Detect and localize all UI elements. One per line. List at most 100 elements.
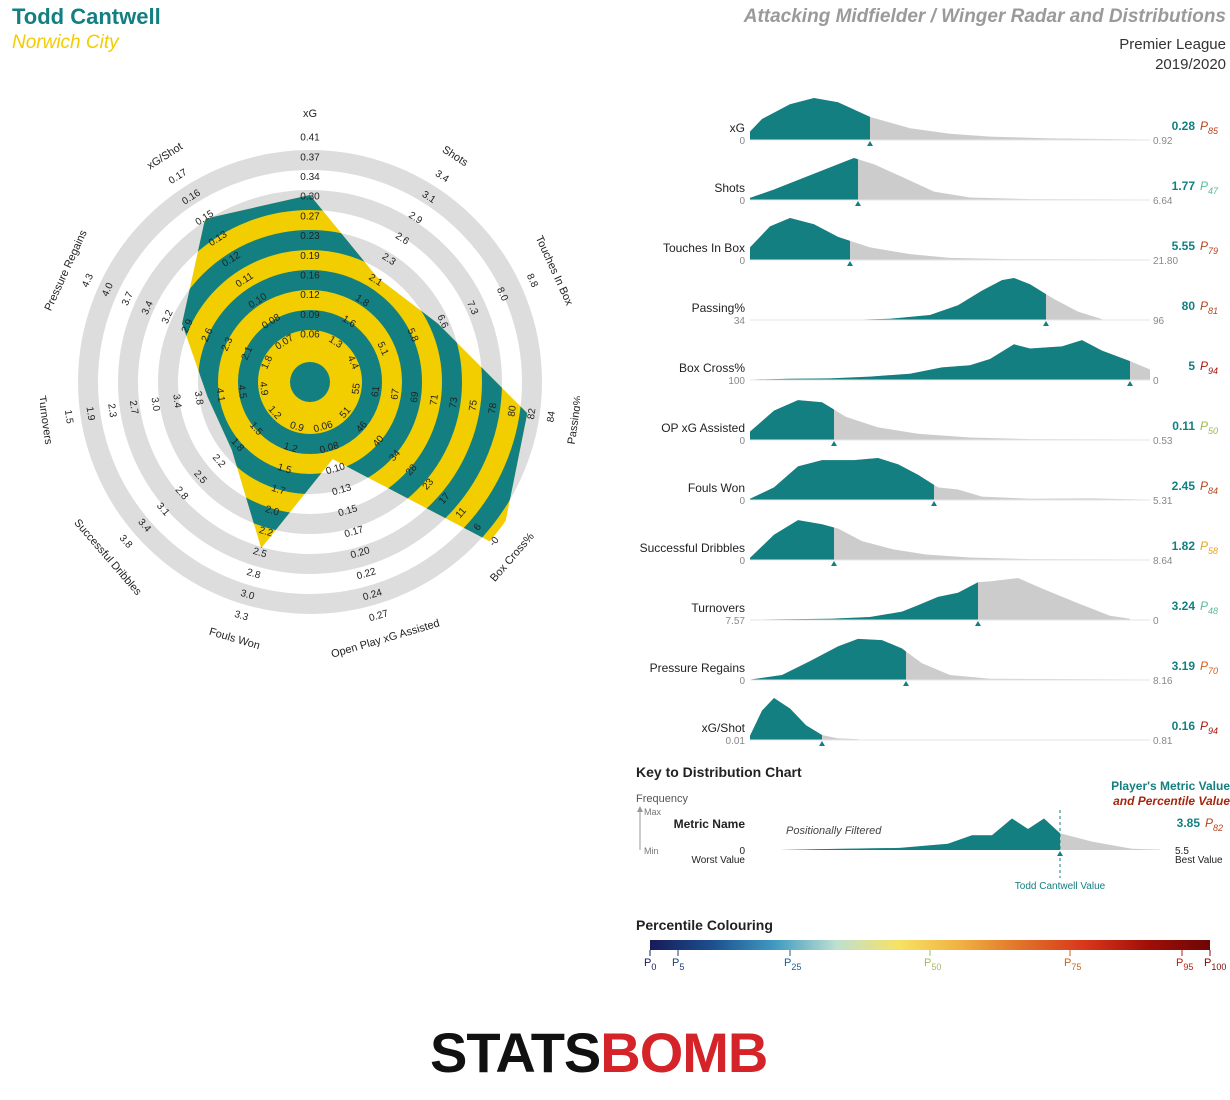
radar-center <box>290 362 330 402</box>
statsbomb-logo: STATSBOMB <box>430 1020 768 1085</box>
radar-tick-label: 0.12 <box>300 290 320 301</box>
radar-tick-label: 0.10 <box>325 461 347 477</box>
metric-max-value: 8.16 <box>1153 676 1173 687</box>
player-value-marker <box>855 201 861 206</box>
player-value-marker <box>819 741 825 746</box>
radar-axis-label: Fouls Won <box>208 626 262 652</box>
radar-chart: 0.06 0.09 0.12 0.16 0.19 0.23 0.27 0.30 0.34 0.37… <box>40 108 580 660</box>
metric-label: Fouls Won <box>688 481 745 495</box>
player-percentile: P85 <box>1200 119 1219 136</box>
metric-max-value: 0.53 <box>1153 436 1173 447</box>
radar-tick-label: 2.5 <box>251 546 268 561</box>
player-percentile: P94 <box>1200 359 1218 376</box>
distribution-player-area <box>750 400 834 440</box>
distribution-area <box>750 400 1150 440</box>
percentile-tick-label: P5 <box>672 957 684 972</box>
radar-tick-label: 1.5 <box>62 409 75 425</box>
distribution-key: Key to Distribution Chart Frequency Max Min… <box>636 764 1230 892</box>
radar-tick-label: 3.3 <box>233 609 250 624</box>
radar-tick-label: 1.9 <box>84 406 97 422</box>
team-name: Norwich City <box>12 32 119 53</box>
player-metric-value: 0.16 <box>1172 719 1196 733</box>
player-metric-value: 1.77 <box>1172 179 1196 193</box>
radar-tick-label: 5.1 <box>375 340 391 358</box>
radar-tick-label: 2.1 <box>240 344 256 362</box>
percentile-tick-label: P95 <box>1176 957 1193 972</box>
radar-tick-label: 4.9 <box>257 381 270 397</box>
radar-tick-label: 4.3 <box>80 272 96 290</box>
metric-min-value: 0 <box>739 496 745 507</box>
key-legend-percentile: and Percentile Value <box>1113 794 1230 808</box>
percentile-tick-label: P0 <box>644 957 656 972</box>
player-metric-value: 2.45 <box>1172 479 1196 493</box>
player-percentile: P58 <box>1200 539 1218 556</box>
distribution-area <box>750 520 1150 560</box>
metric-min-value: 0 <box>739 256 745 267</box>
radar-tick-label: 0.23 <box>300 231 320 242</box>
metric-min-value: 0 <box>739 676 745 687</box>
metric-max-value: 0.81 <box>1153 736 1173 747</box>
radar-tick-label: 0.17 <box>167 167 190 187</box>
player-value-marker <box>903 681 909 686</box>
player-value-marker <box>847 261 853 266</box>
player-value-marker <box>831 561 837 566</box>
radar-tick-label: 3.8 <box>192 390 205 406</box>
radar-tick-label: 3.4 <box>170 394 183 410</box>
radar-tick-label: 69 <box>409 390 422 403</box>
radar-tick-label: 0.41 <box>300 133 320 144</box>
key-player-area <box>780 818 1060 850</box>
metric-label: Shots <box>714 181 745 195</box>
radar-tick-label: 3.2 <box>160 308 176 326</box>
radar-tick-label: 8.8 <box>524 272 540 290</box>
key-min-label: Min <box>644 846 659 856</box>
radar-axis-label: xG <box>303 108 317 120</box>
radar-tick-label: 3.0 <box>149 397 162 413</box>
percentile-tick-label: P50 <box>924 957 941 972</box>
radar-axis-label: Touches In Box <box>533 234 575 308</box>
radar-tick-label: 2.3 <box>220 335 236 353</box>
player-value-marker <box>867 141 873 146</box>
radar-tick-label: 4.4 <box>345 354 361 372</box>
player-percentile: P79 <box>1200 239 1218 256</box>
radar-axis-label: Shots <box>440 144 471 170</box>
key-example-value: 3.85 <box>1177 816 1201 830</box>
radar-tick-label: 61 <box>370 385 383 398</box>
key-filter-label: Positionally Filtered <box>786 825 882 837</box>
radar-axis-label: xG/Shot <box>145 141 185 173</box>
percentile-colour-bar <box>650 940 1210 950</box>
key-max-value: 5.5 <box>1175 846 1189 857</box>
player-value-marker <box>931 501 937 506</box>
key-frequency-label: Frequency <box>636 793 688 805</box>
logo-text-stats: STATS <box>430 1021 601 1084</box>
radar-tick-label: 0.20 <box>349 545 371 561</box>
radar-tick-label: 5.8 <box>404 327 420 345</box>
radar-tick-label: 84 <box>545 410 558 423</box>
metric-label: Successful Dribbles <box>640 541 745 555</box>
radar-tick-label: 0.19 <box>300 251 320 262</box>
distribution-player-area <box>750 582 978 620</box>
percentile-tick-label: P100 <box>1204 957 1226 972</box>
key-marker-label: Todd Cantwell Value <box>1015 881 1106 892</box>
metric-max-value: 5.31 <box>1153 496 1173 507</box>
key-best-label: Best Value <box>1175 855 1223 866</box>
player-percentile: P84 <box>1200 479 1218 496</box>
distribution-player-area <box>750 98 870 140</box>
metric-max-value: 6.64 <box>1153 196 1173 207</box>
radar-tick-label: 78 <box>487 402 500 415</box>
metric-min-value: 0 <box>739 196 745 207</box>
player-metric-value: 3.24 <box>1172 599 1196 613</box>
radar-tick-label: 2.9 <box>180 317 196 335</box>
radar-tick-label: 67 <box>389 388 402 401</box>
metric-min-value: 100 <box>728 376 745 387</box>
frequency-arrow-icon <box>637 806 643 812</box>
radar-axis-label: Pressure Regains <box>43 228 90 313</box>
radar-tick-label: 0.22 <box>356 566 378 582</box>
key-distribution-area <box>780 818 1160 850</box>
season-label: 2019/2020 <box>1155 56 1226 73</box>
key-example-percentile: P82 <box>1205 816 1223 833</box>
